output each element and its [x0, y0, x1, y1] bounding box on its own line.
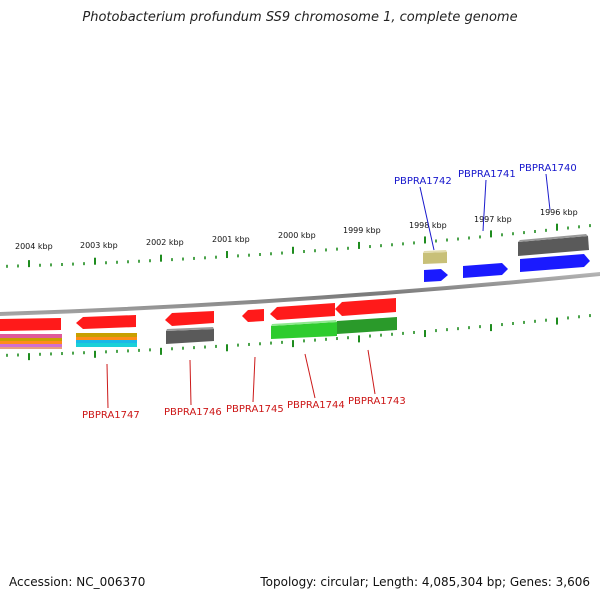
chromosome-backbone [0, 272, 600, 316]
ruler-label: 2003 kbp [80, 241, 118, 250]
gene-labels: PBPRA1742 PBPRA1741 PBPRA1740 PBPRA1747 … [82, 163, 577, 421]
ruler-label: 2000 kbp [278, 231, 316, 240]
topology-text: Topology: circular; Length: 4,085,304 bp… [260, 575, 590, 589]
ruler-label: 1998 kbp [409, 221, 447, 230]
gene-label[interactable]: PBPRA1741 [458, 169, 516, 180]
ruler-label: 2002 kbp [146, 238, 184, 247]
gene-feature[interactable] [0, 318, 61, 331]
gene-feature[interactable] [423, 252, 447, 264]
gene-label[interactable]: PBPRA1746 [164, 407, 222, 418]
gene-feature[interactable] [337, 317, 397, 334]
ruler-label: 2004 kbp [15, 242, 53, 251]
gene-feature[interactable] [242, 309, 264, 322]
gene-label[interactable]: PBPRA1743 [348, 396, 406, 407]
gene-feature[interactable] [520, 254, 590, 272]
gene-feature[interactable] [518, 236, 589, 256]
ruler-bottom-ticks [6, 314, 591, 361]
gene-label[interactable]: PBPRA1740 [519, 163, 577, 174]
ruler-label: 2001 kbp [212, 235, 250, 244]
gene-feature[interactable] [335, 298, 396, 316]
gene-feature[interactable] [270, 303, 335, 320]
gene-label[interactable]: PBPRA1745 [226, 404, 284, 415]
gene-feature[interactable] [0, 334, 62, 338]
ruler-labels: 2004 kbp 2003 kbp 2002 kbp 2001 kbp 2000… [15, 208, 578, 251]
gene-feature[interactable] [271, 322, 337, 339]
callout-lines [106, 173, 551, 409]
ruler-label: 1997 kbp [474, 215, 512, 224]
gene-feature[interactable] [424, 269, 448, 282]
ruler-label: 1999 kbp [343, 226, 381, 235]
ruler-top-ticks [6, 223, 591, 268]
gene-feature[interactable] [166, 329, 214, 344]
forward-strand-genes [423, 234, 590, 282]
gene-label[interactable]: PBPRA1742 [394, 176, 452, 187]
gene-feature[interactable] [76, 315, 136, 329]
gene-feature[interactable] [76, 333, 137, 337]
reverse-strand-genes [0, 298, 397, 349]
gene-feature[interactable] [463, 263, 508, 278]
gene-label[interactable]: PBPRA1744 [287, 400, 345, 411]
ruler-label: 1996 kbp [540, 208, 578, 217]
map-title: Photobacterium profundum SS9 chromosome … [82, 10, 518, 25]
gene-feature[interactable] [165, 311, 214, 326]
accession-text: Accession: NC_006370 [9, 575, 146, 589]
gene-label[interactable]: PBPRA1747 [82, 410, 140, 421]
